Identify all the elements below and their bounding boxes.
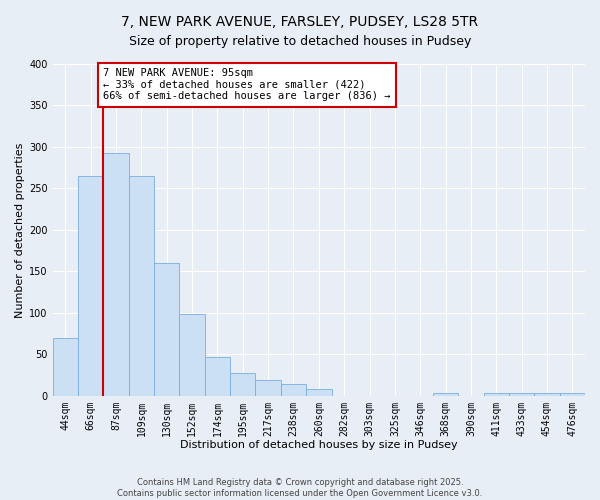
Bar xyxy=(205,356,230,396)
Bar xyxy=(281,384,306,396)
Bar xyxy=(78,176,103,396)
Bar xyxy=(535,393,560,396)
Text: Size of property relative to detached houses in Pudsey: Size of property relative to detached ho… xyxy=(129,35,471,48)
Text: 7 NEW PARK AVENUE: 95sqm
← 33% of detached houses are smaller (422)
66% of semi-: 7 NEW PARK AVENUE: 95sqm ← 33% of detach… xyxy=(103,68,391,102)
Text: Contains HM Land Registry data © Crown copyright and database right 2025.
Contai: Contains HM Land Registry data © Crown c… xyxy=(118,478,482,498)
Bar xyxy=(230,374,256,396)
Bar xyxy=(306,389,332,396)
Bar xyxy=(129,176,154,396)
Bar xyxy=(509,393,535,396)
Bar xyxy=(103,152,129,396)
Bar xyxy=(484,393,509,396)
Bar xyxy=(154,263,179,396)
Text: 7, NEW PARK AVENUE, FARSLEY, PUDSEY, LS28 5TR: 7, NEW PARK AVENUE, FARSLEY, PUDSEY, LS2… xyxy=(121,15,479,29)
X-axis label: Distribution of detached houses by size in Pudsey: Distribution of detached houses by size … xyxy=(180,440,458,450)
Bar xyxy=(179,314,205,396)
Bar xyxy=(256,380,281,396)
Bar xyxy=(53,338,78,396)
Bar xyxy=(560,393,585,396)
Y-axis label: Number of detached properties: Number of detached properties xyxy=(15,142,25,318)
Bar xyxy=(433,393,458,396)
